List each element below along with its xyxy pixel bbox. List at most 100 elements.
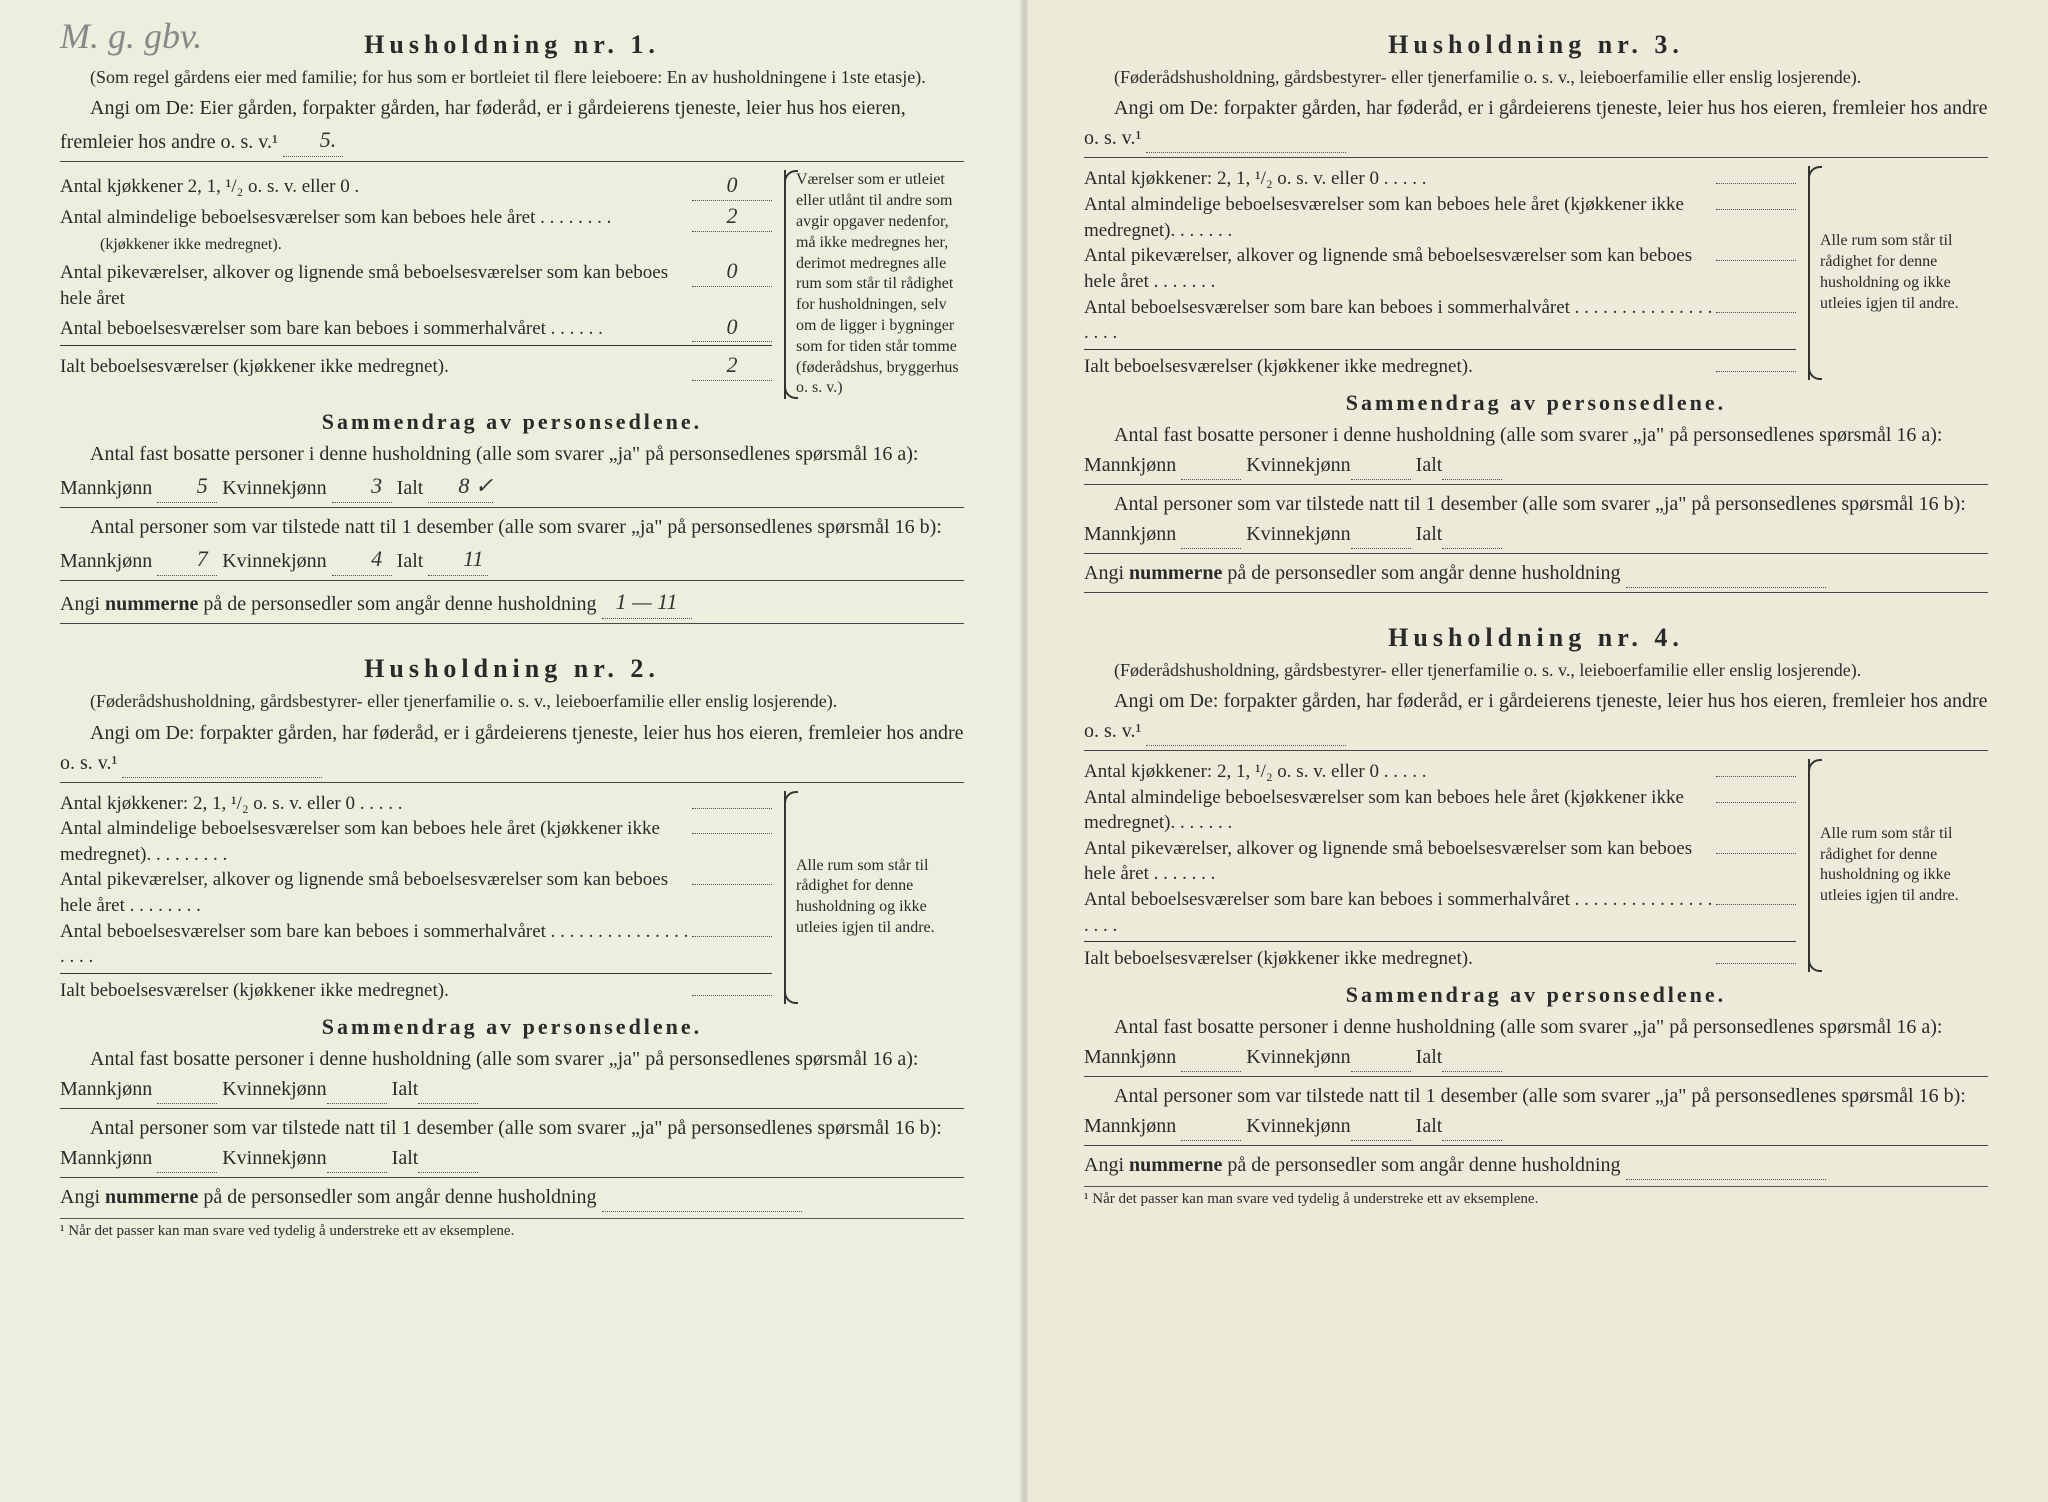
angi-blank [1146,152,1346,153]
h1-r4: Antal beboelsesværelser som bare kan beb… [60,312,772,343]
row-label: Antal kjøkkener: 2, 1, ¹/₂ o. s. v. elle… [60,791,692,817]
h3-nummer: Angi nummerne på de personsedler som ang… [1084,558,1988,588]
h2-sammen-title: Sammendrag av personsedlene. [60,1014,964,1040]
angi-text: forpakter gården, har føderåd, er i gård… [1084,690,1988,742]
row-val [1716,312,1796,313]
h3-r1: Antal kjøkkener: 2, 1, ¹/₂ o. s. v. elle… [1084,166,1796,192]
row-val: 0 [692,312,772,343]
nummer-text: Angi nummerne på de personsedler som ang… [1084,1154,1621,1176]
h3-note: (Føderådshusholdning, gårdsbestyrer- ell… [1084,66,1988,89]
h2-total: Ialt beboelsesværelser (kjøkkener ikke m… [60,973,772,1004]
angi-text: forpakter gården, har føderåd, er i gård… [1084,97,1988,149]
row-val: 0 [692,170,772,201]
h4-angi: Angi om De: forpakter gården, har føderå… [1084,686,1988,746]
angi-lead: Angi om De: [1114,97,1218,119]
s1-k [1351,1071,1411,1072]
h3-sidebar: Alle rum som står til rådighet for denne… [1808,166,1988,379]
h3-rows: Antal kjøkkener: 2, 1, ¹/₂ o. s. v. elle… [1084,166,1988,379]
h2-rows: Antal kjøkkener: 2, 1, ¹/₂ o. s. v. elle… [60,791,964,1004]
r2-label: Antal almindelige beboelsesværelser som … [60,207,611,228]
h4-r3: Antal pikeværelser, alkover og lignende … [1084,836,1796,887]
k-lbl: Kvinnekjønn [222,550,326,572]
h3-r4: Antal beboelsesværelser som bare kan beb… [1084,295,1796,346]
row-val [692,936,772,937]
row-label: Antal kjøkkener: 2, 1, ¹/₂ o. s. v. elle… [1084,759,1716,785]
angi-blank [1146,745,1346,746]
row-val [692,995,772,996]
s2-m: 7 [157,542,217,576]
h4-rows: Antal kjøkkener: 2, 1, ¹/₂ o. s. v. elle… [1084,759,1988,972]
s1-m: 5 [157,469,217,503]
page-fold [1020,0,1028,1502]
sidebar-text: Alle rum som står til rådighet for denne… [1820,824,1988,907]
row-val [1716,183,1796,184]
row-val [692,808,772,809]
angi-lead: Angi om De: [90,722,194,744]
s2-k [1351,1140,1411,1141]
h2-angi: Angi om De: forpakter gården, har føderå… [60,718,964,778]
s2-k [1351,548,1411,549]
household-4: Husholdning nr. 4. (Føderådshusholdning,… [1084,623,1988,1209]
angi-lead: Angi om De: [90,97,194,119]
handwritten-annotation: M. g. gbv. [60,15,202,57]
row-label: Ialt beboelsesværelser (kjøkkener ikke m… [60,978,692,1004]
row-label: Antal almindelige beboelsesværelser som … [60,816,692,867]
nummer-val: 1 — 11 [602,585,692,619]
h4-r1: Antal kjøkkener: 2, 1, ¹/₂ o. s. v. elle… [1084,759,1796,785]
s1-m [1181,479,1241,480]
h3-title: Husholdning nr. 3. [1084,30,1988,60]
k-lbl: Kvinnekjønn [1246,454,1350,476]
row-val [692,884,772,885]
row-label: Antal pikeværelser, alkover og lignende … [1084,836,1716,887]
h2-title: Husholdning nr. 2. [60,654,964,684]
row-val: 2 [692,350,772,381]
h4-r4: Antal beboelsesværelser som bare kan beb… [1084,887,1796,938]
s1-k [327,1103,387,1104]
h2-s1: Antal fast bosatte personer i denne hush… [60,1044,964,1104]
h1-s2: Antal personer som var tilstede natt til… [60,512,964,576]
h4-title: Husholdning nr. 4. [1084,623,1988,653]
sidebar-text: Alle rum som står til rådighet for denne… [796,856,964,939]
row-label: Antal almindelige beboelsesværelser som … [1084,192,1716,243]
h4-s1: Antal fast bosatte personer i denne hush… [1084,1012,1988,1072]
k-lbl: Kvinnekjønn [222,1078,326,1100]
i-lbl: Ialt [1416,1046,1443,1068]
s2-m [157,1172,217,1173]
nummer-text: Angi nummerne på de personsedler som ang… [60,1186,597,1208]
footnote-right: ¹ Når det passer kan man svare ved tydel… [1084,1186,1988,1208]
h1-angi: Angi om De: Eier gården, forpakter gårde… [60,93,964,157]
s1-m [157,1103,217,1104]
r2-sub: (kjøkkener ikke medregnet). [60,236,282,253]
s2-k: 4 [332,542,392,576]
sidebar-text: Alle rum som står til rådighet for denne… [1820,231,1988,314]
nummer-text: Angi nummerne på de personsedler som ang… [1084,562,1621,584]
s2-k [327,1172,387,1173]
h4-r2: Antal almindelige beboelsesværelser som … [1084,785,1796,836]
i-lbl: Ialt [1416,523,1443,545]
k-lbl: Kvinnekjønn [1246,1046,1350,1068]
h1-nummer: Angi nummerne på de personsedler som ang… [60,585,964,619]
row-val [1716,776,1796,777]
household-1: Husholdning nr. 1. (Som regel gårdens ei… [60,30,964,624]
angi-text: forpakter gården, har føderåd, er i gård… [60,722,964,774]
h1-total: Ialt beboelsesværelser (kjøkkener ikke m… [60,345,772,381]
h3-s1: Antal fast bosatte personer i denne hush… [1084,420,1988,480]
row-label: Antal beboelsesværelser som bare kan beb… [60,316,692,342]
s2-i: 11 [428,542,488,576]
h3-angi: Angi om De: forpakter gården, har føderå… [1084,93,1988,153]
row-label: Antal almindelige beboelsesværelser som … [1084,785,1716,836]
right-page: Husholdning nr. 3. (Føderådshusholdning,… [1024,0,2048,1502]
row-label: Antal beboelsesværelser som bare kan beb… [1084,887,1716,938]
h1-r2: Antal almindelige beboelsesværelser som … [60,201,772,256]
h3-s2: Antal personer som var tilstede natt til… [1084,489,1988,549]
row-val [1716,963,1796,964]
h2-r2: Antal almindelige beboelsesværelser som … [60,816,772,867]
row-label: Antal pikeværelser, alkover og lignende … [60,867,692,918]
row-val [1716,802,1796,803]
s1-text: Antal fast bosatte personer i denne hush… [60,1048,919,1100]
i-lbl: Ialt [1416,1115,1443,1137]
s2-text: Antal personer som var tilstede natt til… [1084,1085,1966,1137]
h4-total: Ialt beboelsesværelser (kjøkkener ikke m… [1084,941,1796,972]
h4-sidebar: Alle rum som står til rådighet for denne… [1808,759,1988,972]
s2-text: Antal personer som var tilstede natt til… [60,1117,942,1169]
